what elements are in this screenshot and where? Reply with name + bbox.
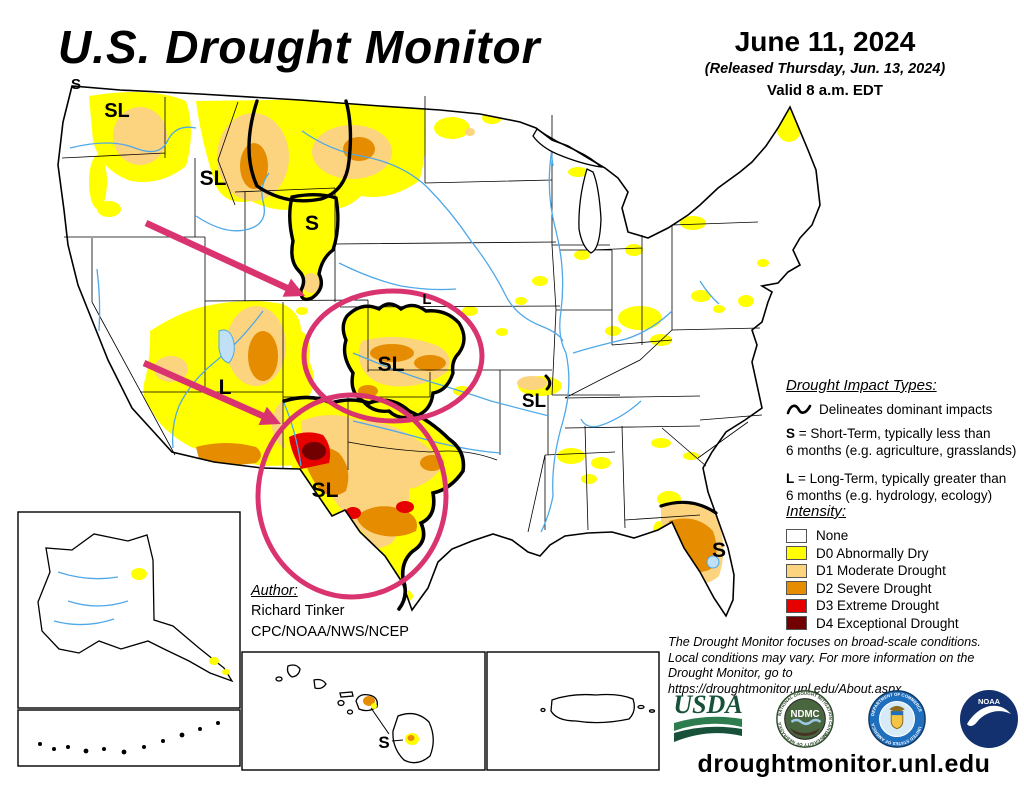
long-term-line1: L = Long-Term, typically greater than bbox=[786, 470, 1007, 486]
map-impact-labels: S SL SL S L SL L SL SL S bbox=[71, 76, 726, 562]
agency-logos: USDA NATIONAL DROUGHT MITIGATION CENTER … bbox=[672, 688, 1020, 750]
drought-shading-layer bbox=[89, 92, 802, 609]
map-label-kansas-sl: SL bbox=[378, 353, 405, 376]
commerce-eagle bbox=[889, 705, 905, 713]
legend-row-d3: D3 Extreme Drought bbox=[786, 597, 1024, 615]
legend-label-d4: D4 Exceptional Drought bbox=[816, 615, 959, 631]
legend-label-d1: D1 Moderate Drought bbox=[816, 563, 946, 579]
annotation-arrow-newmexico-head bbox=[258, 406, 281, 425]
map-label-washington-s: S bbox=[71, 76, 81, 93]
disclaimer: The Drought Monitor focuses on broad-sca… bbox=[668, 635, 1024, 698]
intensity-legend: Intensity: None D0 Abnormally Dry D1 Mod… bbox=[786, 503, 1024, 632]
oahu-island bbox=[313, 678, 327, 690]
map-label-idaho-montana-sl: SL bbox=[200, 167, 227, 190]
kauai-island bbox=[286, 664, 301, 678]
map-label-texas-sl: SL bbox=[312, 479, 339, 502]
map-label-hawaii-s: S bbox=[378, 733, 389, 752]
short-term-line1: S = Short-Term, typically less than bbox=[786, 426, 991, 441]
drought-monitor-url[interactable]: droughtmonitor.unl.edu bbox=[697, 750, 991, 778]
legend-label-d0: D0 Abnormally Dry bbox=[816, 545, 929, 561]
lake-okeechobee bbox=[706, 555, 720, 569]
swatch-d3 bbox=[786, 598, 807, 613]
annotation-arrow-wyoming-shaft bbox=[144, 220, 289, 291]
swatch-d2 bbox=[786, 581, 807, 596]
legend-row-d2: D2 Severe Drought bbox=[786, 580, 1024, 598]
legend-row-d0: D0 Abnormally Dry bbox=[786, 545, 1024, 563]
noaa-logo-text: NOAA bbox=[978, 697, 1001, 706]
map-label-florida-s: S bbox=[712, 539, 726, 562]
usda-logo-text: USDA bbox=[673, 690, 742, 719]
impact-types-legend: Drought Impact Types: Delineates dominan… bbox=[786, 377, 1024, 516]
legend-row-none: None bbox=[786, 527, 1024, 545]
short-term-line2: 6 months (e.g. agriculture, grasslands) bbox=[786, 442, 1017, 458]
inset-hawaii: S bbox=[241, 651, 486, 771]
disclaimer-line2: Local conditions may vary. For more info… bbox=[668, 650, 975, 665]
swatch-d1 bbox=[786, 563, 807, 578]
author-block: Author: Richard Tinker CPC/NOAA/NWS/NCEP bbox=[251, 581, 409, 642]
map-date: June 11, 2024 bbox=[734, 26, 916, 57]
legend-label-d2: D2 Severe Drought bbox=[816, 580, 932, 596]
legend-row-d4: D4 Exceptional Drought bbox=[786, 615, 1024, 633]
rivers bbox=[69, 115, 720, 533]
annotation-circle-texas bbox=[255, 392, 449, 600]
author-heading: Author: bbox=[251, 583, 298, 599]
swatch-d4 bbox=[786, 616, 807, 631]
intensity-heading: Intensity: bbox=[786, 503, 847, 520]
legend-label-none: None bbox=[816, 528, 849, 544]
author-name: Richard Tinker bbox=[251, 603, 345, 620]
noaa-gull-shape bbox=[967, 705, 1011, 727]
annotation-arrow-wyoming-head bbox=[282, 278, 305, 297]
swatch-d0 bbox=[786, 546, 807, 561]
annotation-arrow-newmexico-shaft bbox=[142, 360, 265, 419]
disclaimer-line1: The Drought Monitor focuses on broad-sca… bbox=[668, 635, 981, 649]
aleutian-islands bbox=[38, 721, 220, 755]
annotation-circle-central-plains bbox=[301, 288, 485, 424]
disclaimer-line3: Drought Monitor, go to https://droughtmo… bbox=[668, 666, 902, 697]
ndmc-logo-text: NDMC bbox=[790, 709, 819, 720]
valid-time: Valid 8 a.m. EDT bbox=[767, 82, 883, 99]
noaa-logo: NOAA bbox=[960, 690, 1018, 748]
alaska-outline bbox=[37, 533, 234, 683]
usda-logo: USDA bbox=[673, 690, 743, 742]
map-label-missouri-sl: SL bbox=[522, 391, 547, 412]
inset-alaska bbox=[17, 511, 241, 767]
swatch-none bbox=[786, 528, 807, 543]
impact-delineation-lines bbox=[247, 99, 718, 611]
puerto-rico-outline bbox=[550, 693, 635, 724]
lake-michigan bbox=[578, 168, 602, 254]
legend-label-d3: D3 Extreme Drought bbox=[816, 598, 940, 614]
author-org: CPC/NOAA/NWS/NCEP bbox=[251, 623, 409, 640]
great-salt-lake bbox=[218, 329, 235, 364]
map-label-ewashington-sl: SL bbox=[104, 100, 130, 122]
date-block: June 11, 2024 (Released Thursday, Jun. 1… bbox=[655, 26, 995, 99]
legend-row-d1: D1 Moderate Drought bbox=[786, 562, 1024, 580]
inset-puerto-rico bbox=[486, 651, 660, 771]
impact-legend-heading: Drought Impact Types: bbox=[786, 377, 937, 394]
ndmc-logo: NATIONAL DROUGHT MITIGATION CENTER UNIVE… bbox=[776, 690, 834, 748]
page-title: U.S. Drought Monitor bbox=[58, 21, 541, 73]
long-term-line2: 6 months (e.g. hydrology, ecology) bbox=[786, 487, 993, 503]
map-label-wyoming-s: S bbox=[305, 212, 319, 235]
dept-of-commerce-seal: DEPARTMENT OF COMMERCE UNITED STATES OF … bbox=[868, 690, 926, 748]
release-date: (Released Thursday, Jun. 13, 2024) bbox=[704, 61, 946, 77]
delineates-label: Delineates dominant impacts bbox=[819, 401, 993, 417]
map-label-nebraska-l: L bbox=[422, 291, 431, 308]
squiggle-icon bbox=[786, 404, 812, 415]
pink-annotations bbox=[142, 220, 485, 600]
map-label-nevada-l: L bbox=[219, 376, 232, 399]
